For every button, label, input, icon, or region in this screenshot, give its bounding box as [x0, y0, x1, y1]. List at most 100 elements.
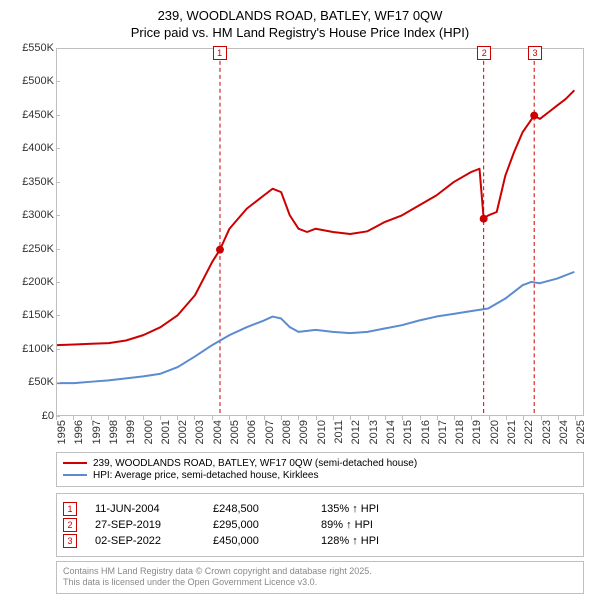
y-tick-label: £350K [12, 176, 54, 188]
x-tick-label: 2022 [523, 420, 535, 444]
x-tick-label: 2023 [541, 420, 553, 444]
y-tick-label: £150K [12, 309, 54, 321]
x-tick-label: 2012 [350, 420, 362, 444]
x-tick-mark [523, 416, 524, 420]
sale-point-marker [480, 214, 488, 222]
sale-row-marker: 3 [63, 534, 77, 548]
x-tick-mark [108, 416, 109, 420]
x-tick-mark [73, 416, 74, 420]
x-tick-label: 1996 [73, 420, 85, 444]
x-tick-label: 2001 [160, 420, 172, 444]
x-tick-label: 1997 [91, 420, 103, 444]
y-tick-mark [56, 148, 60, 149]
x-tick-label: 2011 [333, 420, 345, 444]
y-tick-mark [56, 282, 60, 283]
x-tick-mark [368, 416, 369, 420]
x-tick-mark [160, 416, 161, 420]
y-tick-label: £550K [12, 42, 54, 54]
y-tick-label: £50K [12, 376, 54, 388]
sale-date: 27-SEP-2019 [95, 519, 195, 531]
y-tick-label: £100K [12, 343, 54, 355]
x-tick-mark [264, 416, 265, 420]
x-tick-mark [489, 416, 490, 420]
y-tick-mark [56, 215, 60, 216]
x-tick-mark [333, 416, 334, 420]
title-line1: 239, WOODLANDS ROAD, BATLEY, WF17 0QW [12, 8, 588, 25]
legend-item: 239, WOODLANDS ROAD, BATLEY, WF17 0QW (s… [63, 458, 577, 469]
chart-title: 239, WOODLANDS ROAD, BATLEY, WF17 0QW Pr… [12, 8, 588, 42]
x-tick-label: 2009 [298, 420, 310, 444]
x-tick-mark [229, 416, 230, 420]
footnote-line2: This data is licensed under the Open Gov… [63, 577, 577, 589]
y-tick-label: £450K [12, 109, 54, 121]
y-tick-mark [56, 349, 60, 350]
x-tick-mark [212, 416, 213, 420]
x-tick-mark [385, 416, 386, 420]
sale-hpi: 128% ↑ HPI [321, 535, 421, 547]
x-tick-label: 2013 [368, 420, 380, 444]
sale-date: 11-JUN-2004 [95, 503, 195, 515]
y-tick-mark [56, 382, 60, 383]
sale-price: £450,000 [213, 535, 303, 547]
x-tick-label: 2004 [212, 420, 224, 444]
chart-svg [57, 49, 583, 415]
chart-container: 239, WOODLANDS ROAD, BATLEY, WF17 0QW Pr… [0, 0, 600, 590]
sale-marker-box: 2 [477, 46, 491, 60]
x-tick-mark [246, 416, 247, 420]
x-tick-label: 2007 [264, 420, 276, 444]
x-tick-label: 2024 [558, 420, 570, 444]
series-line [57, 272, 574, 383]
sale-row: 3 02-SEP-2022 £450,000 128% ↑ HPI [63, 534, 577, 548]
series-line [57, 90, 574, 345]
sale-point-marker [216, 245, 224, 253]
y-tick-mark [56, 81, 60, 82]
x-tick-label: 1999 [125, 420, 137, 444]
x-tick-mark [56, 416, 57, 420]
y-tick-label: £300K [12, 209, 54, 221]
sale-date: 02-SEP-2022 [95, 535, 195, 547]
x-tick-label: 2021 [506, 420, 518, 444]
legend-swatch [63, 462, 87, 464]
legend: 239, WOODLANDS ROAD, BATLEY, WF17 0QW (s… [56, 452, 584, 487]
x-tick-label: 2005 [229, 420, 241, 444]
y-tick-mark [56, 315, 60, 316]
x-tick-mark [471, 416, 472, 420]
x-tick-label: 2016 [420, 420, 432, 444]
x-tick-label: 2020 [489, 420, 501, 444]
x-tick-label: 2010 [316, 420, 328, 444]
sale-hpi: 135% ↑ HPI [321, 503, 421, 515]
x-tick-mark [177, 416, 178, 420]
y-tick-label: £200K [12, 276, 54, 288]
x-tick-mark [298, 416, 299, 420]
y-tick-label: £400K [12, 142, 54, 154]
x-tick-mark [575, 416, 576, 420]
legend-label: 239, WOODLANDS ROAD, BATLEY, WF17 0QW (s… [93, 458, 417, 469]
legend-swatch [63, 474, 87, 476]
chart-area: £0£50K£100K£150K£200K£250K£300K£350K£400… [12, 48, 588, 448]
x-tick-label: 2000 [143, 420, 155, 444]
x-tick-label: 2006 [246, 420, 258, 444]
x-tick-mark [194, 416, 195, 420]
y-tick-label: £500K [12, 75, 54, 87]
sales-table: 111-JUN-2004£248,500135% ↑ HPI 2 27-SEP-20… [56, 493, 584, 557]
y-tick-mark [56, 249, 60, 250]
y-tick-label: £250K [12, 243, 54, 255]
x-tick-mark [437, 416, 438, 420]
x-tick-label: 2018 [454, 420, 466, 444]
x-tick-label: 2019 [471, 420, 483, 444]
x-tick-mark [402, 416, 403, 420]
y-tick-mark [56, 48, 60, 49]
x-tick-mark [125, 416, 126, 420]
x-tick-label: 2003 [194, 420, 206, 444]
sale-row-marker: 2 [63, 518, 77, 532]
x-tick-mark [91, 416, 92, 420]
title-line2: Price paid vs. HM Land Registry's House … [12, 25, 588, 42]
sale-row: 111-JUN-2004£248,500135% ↑ HPI [63, 502, 577, 516]
legend-label: HPI: Average price, semi-detached house,… [93, 470, 319, 481]
x-tick-label: 2014 [385, 420, 397, 444]
plot-area [56, 48, 584, 416]
x-tick-mark [454, 416, 455, 420]
x-tick-label: 2025 [575, 420, 587, 444]
x-tick-mark [350, 416, 351, 420]
y-tick-mark [56, 182, 60, 183]
